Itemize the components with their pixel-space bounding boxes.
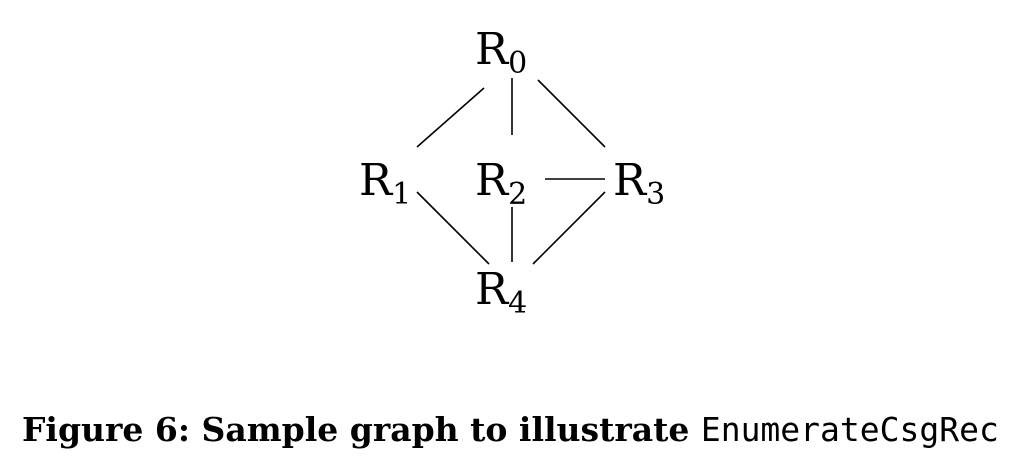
node-r4: R4 — [475, 264, 527, 321]
edge-r0-r3 — [537, 79, 606, 148]
node-r2-base: R — [475, 155, 510, 206]
edge-r3-r4 — [532, 191, 606, 265]
node-r1-sub: 1 — [392, 177, 411, 212]
node-r2-sub: 2 — [508, 177, 527, 212]
edge-r0-r1 — [416, 87, 485, 148]
edge-r1-r4 — [416, 191, 490, 265]
node-r3-base: R — [613, 155, 648, 206]
node-r1: R1 — [359, 155, 411, 212]
node-r4-base: R — [475, 264, 510, 315]
graph-edges — [416, 78, 606, 265]
node-r2: R2 — [475, 155, 527, 212]
node-r0-base: R — [475, 24, 510, 75]
figure-caption: Figure 6: Sample graph to illustrate Enu… — [22, 406, 1022, 454]
node-r4-sub: 4 — [508, 286, 527, 321]
node-r3: R3 — [613, 155, 665, 212]
node-r0-sub: 0 — [508, 46, 527, 81]
caption-prefix: Figure 6: Sample graph to illustrate — [22, 410, 701, 449]
node-r1-base: R — [359, 155, 394, 206]
caption-code: EnumerateCsgRec — [700, 410, 999, 449]
node-r0: R0 — [475, 24, 527, 81]
node-r3-sub: 3 — [646, 177, 665, 212]
